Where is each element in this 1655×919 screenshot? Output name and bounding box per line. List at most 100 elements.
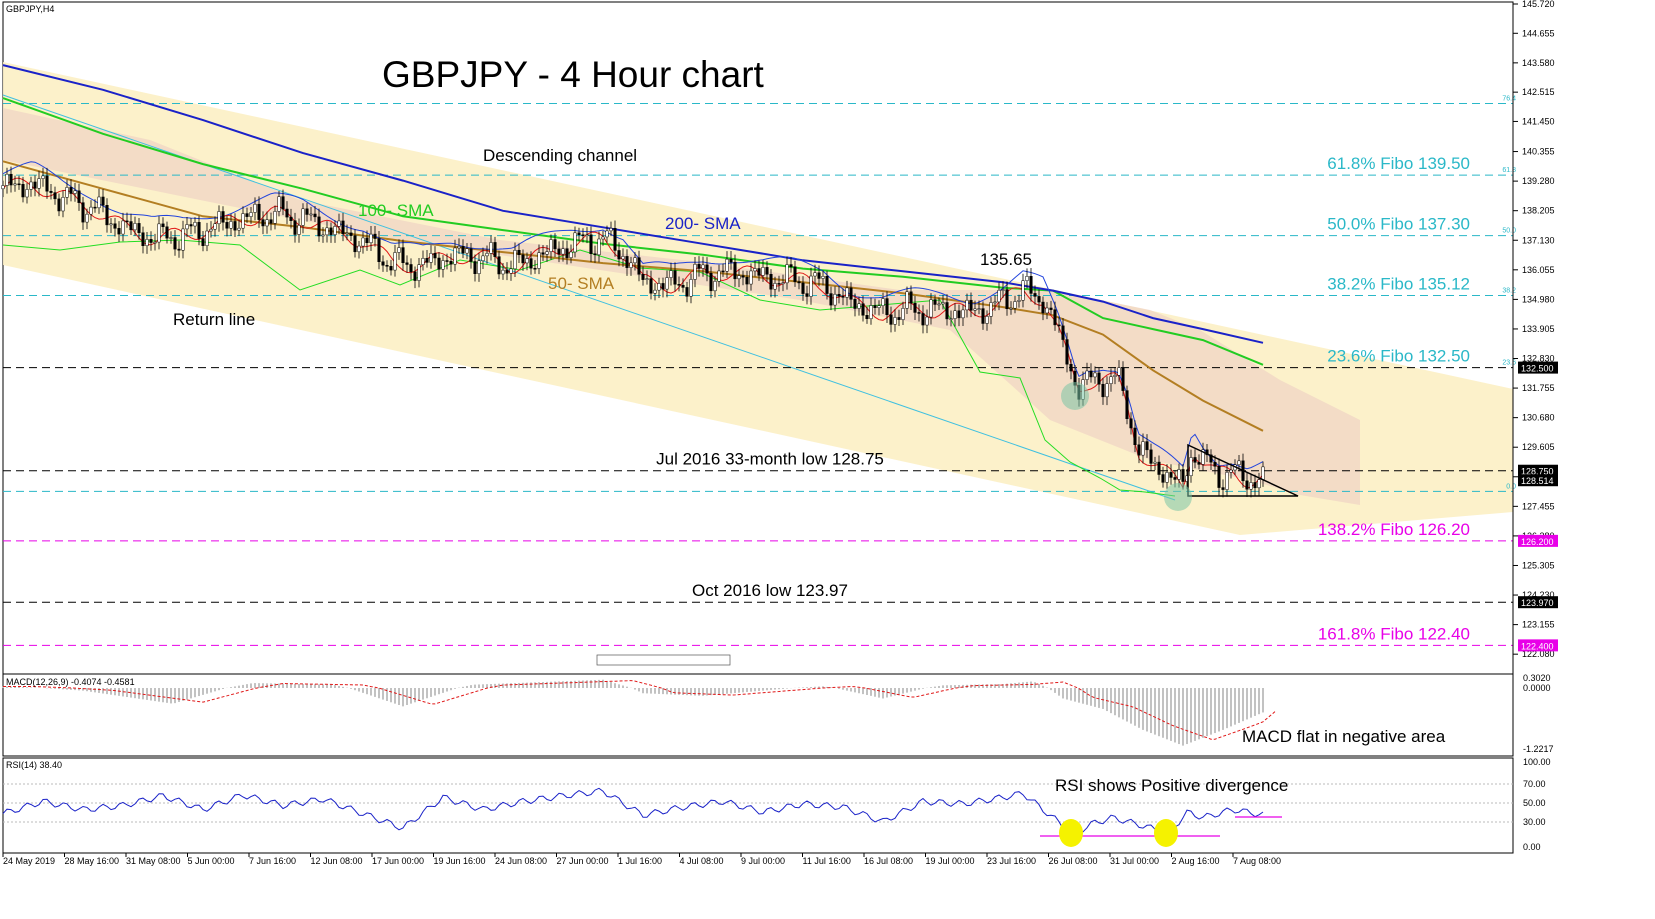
candle-body [953, 310, 957, 319]
rsi-tick-0: 0.00 [1523, 842, 1541, 852]
price-tag-box [1518, 464, 1558, 477]
price-tick-label: 145.720 [1522, 0, 1555, 9]
candle-body [13, 183, 17, 186]
candle-body [329, 227, 333, 235]
price-tick-label: 131.755 [1522, 383, 1555, 393]
candle-body [937, 303, 941, 306]
candle-body [933, 299, 937, 305]
price-tick-label: 137.130 [1522, 235, 1555, 245]
price-tick-label: 139.280 [1522, 176, 1555, 186]
candle-body [197, 222, 201, 239]
time-tick-label: 19 Jun 16:00 [434, 856, 486, 866]
candle-body [1153, 461, 1157, 464]
candle-body [905, 291, 909, 309]
price-tag-label: 132.500 [1521, 364, 1554, 374]
candle-body [165, 226, 169, 239]
blue-fast-line [2, 161, 1264, 470]
candle-body [301, 208, 305, 226]
candle-body [901, 308, 905, 320]
candle-body [801, 282, 805, 294]
candle-body [753, 268, 757, 272]
candle-body [225, 222, 229, 229]
price-tick-label: 144.655 [1522, 28, 1555, 38]
sma-50-line [2, 160, 1264, 432]
candle-body [1045, 307, 1049, 314]
candle-body [461, 246, 465, 254]
candle-body [317, 216, 321, 237]
candle-body [401, 247, 405, 264]
candle-body [653, 289, 657, 294]
level-label: 50.0% Fibo 137.30 [1327, 215, 1470, 234]
price-tag-box [1518, 639, 1558, 652]
candle-body [681, 284, 685, 288]
candle-body [1117, 367, 1121, 376]
rsi-tick-30: 30.00 [1523, 817, 1546, 827]
candle-body [385, 265, 389, 267]
candle-body [297, 225, 301, 235]
price-tick-label: 136.055 [1522, 265, 1555, 275]
candle-body [65, 187, 69, 198]
candle-body [25, 189, 29, 198]
candle-body [253, 203, 257, 213]
candle-body [837, 293, 841, 297]
candle-body [133, 223, 137, 231]
price-tick-label: 143.580 [1522, 58, 1555, 68]
symbol-label: GBPJPY,H4 [6, 4, 54, 14]
time-tick-label: 5 Jun 00:00 [188, 856, 235, 866]
candlesticks [1, 166, 1265, 498]
candle-body [1, 185, 5, 190]
candle-body [17, 183, 21, 186]
candle-body [661, 283, 665, 290]
candle-body [1249, 482, 1253, 490]
candle-body [865, 315, 869, 320]
candle-body [381, 261, 385, 266]
candle-body [69, 187, 73, 194]
macd-tick-zero: 0.0000 [1523, 683, 1551, 693]
level-label: 61.8% Fibo 139.50 [1327, 154, 1470, 173]
candle-body [773, 283, 777, 290]
candle-body [1209, 454, 1213, 463]
red-fast-line [2, 177, 1264, 489]
candle-body [257, 203, 261, 220]
candle-body [1225, 472, 1229, 490]
candle-body [1009, 307, 1013, 310]
candle-body [785, 264, 789, 284]
candle-body [969, 299, 973, 311]
candle-body [289, 216, 293, 221]
candle-body [1125, 390, 1129, 419]
price-tick-label: 138.205 [1522, 206, 1555, 216]
candle-body [877, 305, 881, 308]
candle-body [525, 258, 529, 264]
candle-body [561, 248, 565, 255]
current-price-label: 128.514 [1521, 476, 1554, 486]
candle-body [9, 173, 13, 186]
candle-body [245, 213, 249, 217]
candle-body [1217, 466, 1221, 488]
price-tick-label: 133.905 [1522, 324, 1555, 334]
candle-body [161, 223, 165, 228]
candle-body [641, 274, 645, 280]
candle-body [153, 241, 157, 244]
period-separator-box [596, 654, 731, 666]
candle-body [417, 264, 421, 281]
time-tick-label: 24 May 2019 [3, 856, 55, 866]
candle-body [345, 232, 349, 235]
candle-body [105, 205, 109, 226]
candle-body [1237, 460, 1241, 465]
candle-body [841, 296, 845, 298]
candle-body [881, 298, 885, 306]
candle-body [1093, 372, 1097, 378]
candle-body [405, 262, 409, 265]
candle-body [1041, 301, 1045, 314]
candle-body [533, 267, 537, 270]
candle-body [517, 249, 521, 255]
candle-body [97, 196, 101, 209]
candle-body [777, 283, 781, 285]
candle-body [1189, 457, 1193, 477]
time-tick-label: 9 Jul 00:00 [741, 856, 785, 866]
candle-body [453, 247, 457, 265]
candle-body [817, 272, 821, 279]
candle-body [909, 291, 913, 304]
price-tick-label: 127.455 [1522, 501, 1555, 511]
level-lines [3, 103, 1513, 646]
